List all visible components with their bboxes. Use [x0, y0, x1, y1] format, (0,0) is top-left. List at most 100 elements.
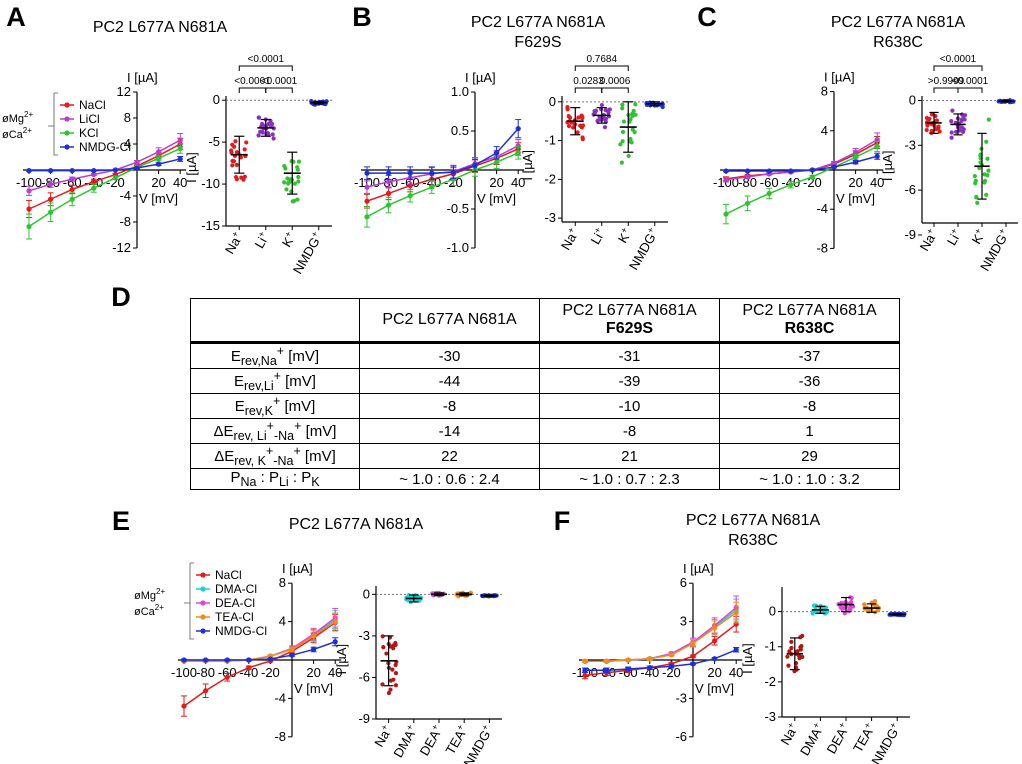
category-sup: + [924, 227, 935, 237]
category-label: Na+ [557, 226, 582, 253]
y-tick-label: -8 [119, 214, 131, 229]
table-cell: -8 [539, 418, 720, 444]
row-label-erev-na: Erev,Na+ [mV] [190, 342, 360, 369]
panel-letter-F: F [554, 506, 571, 536]
data-point [388, 678, 394, 683]
data-point [230, 158, 235, 164]
data-point [384, 651, 389, 656]
legend-bracket [184, 562, 194, 640]
data-point [224, 657, 230, 663]
reversal-potential-table: PC2 L677A N681A PC2 L677A N681A F629S PC2… [190, 298, 900, 490]
data-point [959, 118, 964, 123]
data-point [853, 154, 859, 160]
data-point [112, 175, 118, 181]
y-tick-label: 0 [909, 92, 916, 107]
y-tick-label: -1 [544, 133, 556, 148]
y-tick-label: -3 [675, 690, 687, 705]
y-axis-title: I [µA] [683, 561, 714, 576]
series-line-KCl [725, 145, 878, 215]
series-line-NaCl [28, 143, 181, 210]
data-point [842, 611, 847, 616]
y-tick-label: -1.0 [447, 240, 469, 255]
p-value-label: 0.7684 [586, 54, 617, 65]
data-point [575, 130, 580, 135]
data-point [515, 126, 521, 132]
y-tick-label: -4 [816, 201, 828, 216]
x-axis-title: V [mV] [836, 191, 875, 206]
series-line-KCl [366, 152, 519, 218]
data-point [156, 155, 162, 161]
table-header-col3: PC2 L677A N681A R638C [719, 298, 900, 343]
panel-title-F: R638C [728, 532, 778, 549]
data-point [949, 130, 954, 135]
data-point [515, 143, 521, 149]
x-tick-label: 20 [151, 175, 165, 190]
table-cell: 1 [719, 418, 900, 444]
data-point [809, 167, 816, 173]
category-sup: + [480, 723, 491, 733]
p-value-label: <0.0001 [234, 76, 271, 87]
panel-title-F: PC2 L677A N681A [686, 512, 821, 529]
data-point [181, 703, 187, 709]
category-label: Na+ [221, 230, 246, 257]
y-tick-label: 8 [821, 84, 828, 99]
row-label-erev-li: Erev,Li+ [mV] [190, 368, 360, 394]
series-line-NaCl [584, 623, 737, 677]
condition-mg: øMg2+ [134, 587, 165, 602]
data-point [429, 170, 435, 176]
category-label: DEA+ [416, 723, 446, 759]
p-value-label: <0.0001 [940, 54, 977, 65]
data-point [332, 619, 338, 625]
data-point [712, 656, 718, 662]
table-header-col2: PC2 L677A N681A F629S [539, 298, 720, 343]
data-point [233, 174, 239, 180]
data-point [986, 168, 991, 173]
data-point [380, 682, 385, 687]
data-point [787, 649, 792, 654]
data-point [181, 657, 187, 663]
data-point [937, 129, 942, 134]
data-point [984, 139, 989, 144]
data-point [450, 169, 456, 175]
data-point [566, 114, 571, 119]
data-point [929, 112, 935, 117]
data-point [841, 605, 847, 610]
legend-marker [64, 130, 70, 136]
x-tick-label: -20 [106, 175, 125, 190]
data-point [332, 639, 338, 645]
E-iv-chart: -100 -80 -60 -40 -20 20 40 -8 -4 4 8I [µA] V [mV] [171, 561, 342, 744]
legend-marker [64, 102, 70, 108]
data-point [283, 166, 288, 171]
y-tick-label: -4 [119, 188, 131, 203]
data-point [566, 123, 572, 129]
data-point [972, 174, 977, 179]
series-line-KCl [28, 147, 181, 228]
x-tick-label: -100 [171, 665, 197, 680]
data-point [203, 688, 209, 694]
category-sup: + [565, 226, 576, 236]
table-row-erev-li: Erev,Li+ [mV] -44 -39 -36 [190, 368, 900, 394]
legend-marker [64, 116, 70, 122]
y-tick-label: -6 [358, 669, 370, 684]
x-axis-title: V [mV] [477, 191, 516, 206]
data-point [48, 196, 54, 202]
data-point [246, 665, 252, 671]
data-point [604, 667, 610, 673]
table-cell: 29 [719, 443, 900, 469]
data-point [853, 159, 859, 165]
F-scatter-chart: 0-1-2-3I [µA]Na+DMA+DEA+TEA+NMDG+ [740, 587, 910, 764]
data-point [924, 115, 930, 121]
significance-bracket [957, 87, 983, 93]
data-point [112, 167, 118, 173]
data-point [242, 147, 247, 152]
data-point [618, 142, 623, 147]
data-point [177, 137, 183, 143]
panel-letter-B: B [352, 2, 372, 32]
data-point [602, 125, 608, 130]
panel-letter-C: C [697, 2, 717, 32]
table-row-erev-k: Erev,K+ [mV] -8 -10 -8 [190, 393, 900, 419]
y-tick-label: -6 [675, 729, 687, 744]
